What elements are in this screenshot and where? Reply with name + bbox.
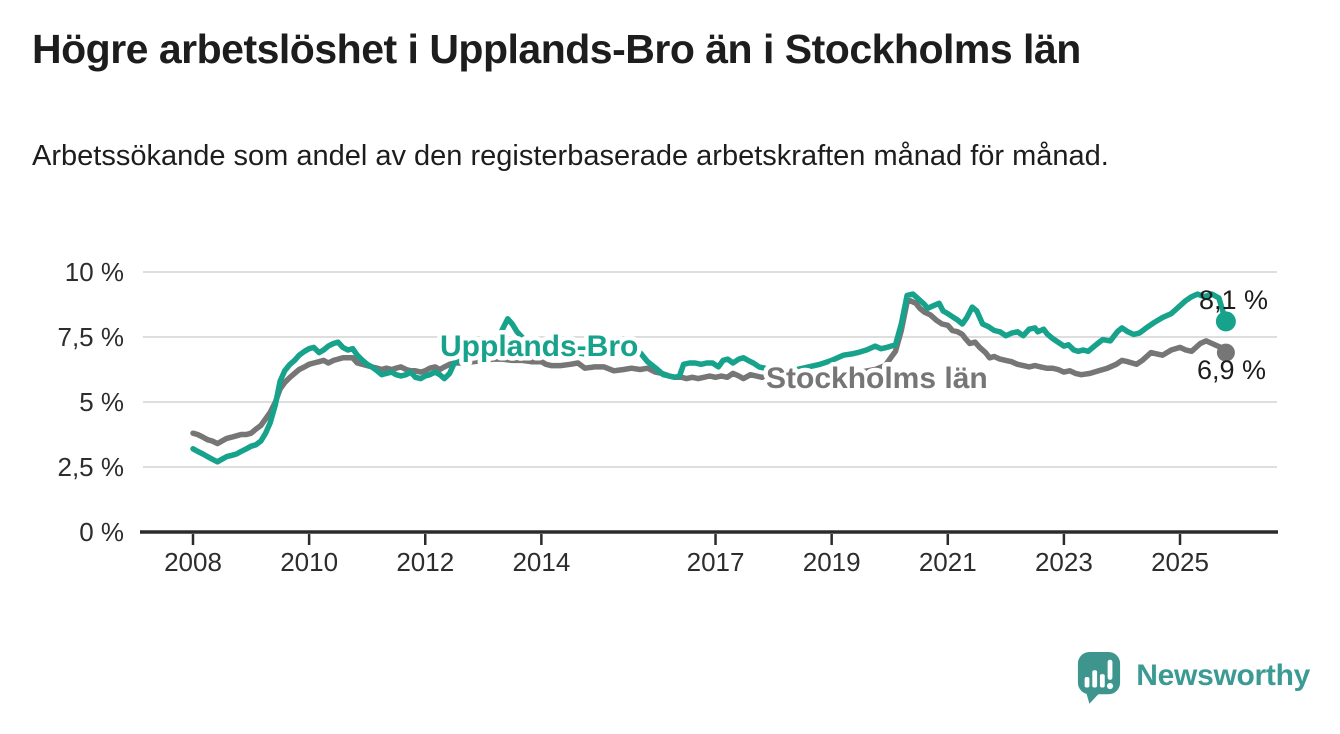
newsworthy-logo-icon xyxy=(1078,652,1121,704)
y-tick-label-2.5: 2,5 % xyxy=(58,452,125,482)
series-line-upplands-bro xyxy=(190,291,1229,465)
x-tick-label-2008: 2008 xyxy=(164,547,222,577)
x-tick-label-2014: 2014 xyxy=(512,547,570,577)
series-line-stockholms-l-n xyxy=(190,297,1229,447)
x-tick-label-2021: 2021 xyxy=(919,547,977,577)
chart-subtitle: Arbetssökande som andel av den registerb… xyxy=(32,140,1109,172)
y-tick-label-5: 5 % xyxy=(79,387,124,417)
x-tick-label-2012: 2012 xyxy=(396,547,454,577)
x-tick-label-2019: 2019 xyxy=(803,547,861,577)
x-tick-label-2023: 2023 xyxy=(1035,547,1093,577)
x-tick-label-2010: 2010 xyxy=(280,547,338,577)
y-tick-label-10: 10 % xyxy=(65,257,124,287)
y-tick-label-7.5: 7,5 % xyxy=(58,322,125,352)
x-tick-label-2025: 2025 xyxy=(1151,547,1209,577)
end-dot-stockholms-l-n xyxy=(1216,343,1235,362)
x-tick-label-2017: 2017 xyxy=(687,547,745,577)
series-label-upplands-bro: Upplands-Bro xyxy=(440,330,638,363)
series-label-stockholms-l-n: Stockholms län xyxy=(766,362,988,395)
page-title: Högre arbetslöshet i Upplands-Bro än i S… xyxy=(32,26,1081,72)
brand-name: Newsworthy xyxy=(1136,659,1310,692)
end-dot-upplands-bro xyxy=(1215,311,1236,332)
y-tick-label-0: 0 % xyxy=(79,517,124,547)
end-value-label-stockholms-l-n: 6,9 % xyxy=(1197,355,1266,385)
brand-footer: Newsworthy xyxy=(1076,648,1310,704)
end-value-label-upplands-bro: 8,1 % xyxy=(1199,285,1268,315)
